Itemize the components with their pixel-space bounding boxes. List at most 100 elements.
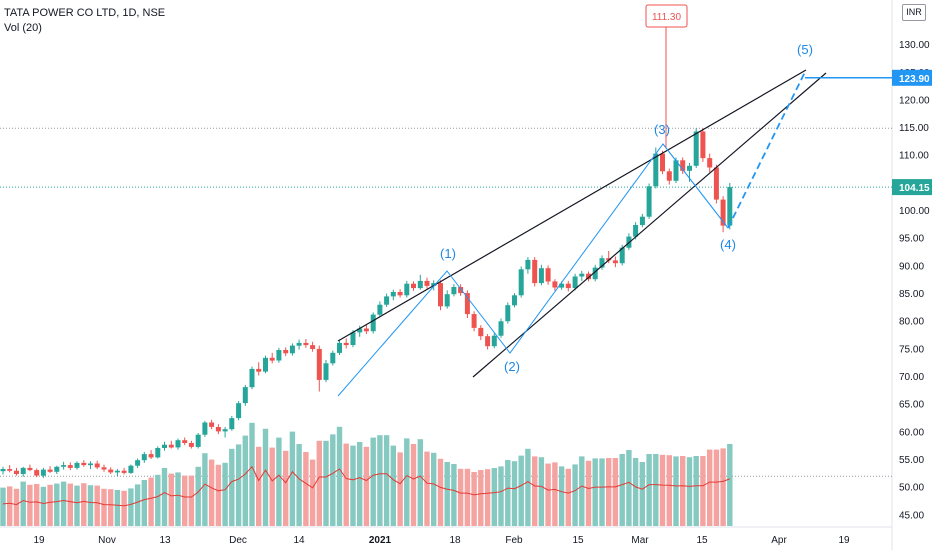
candle-body bbox=[538, 268, 544, 284]
candle bbox=[411, 281, 416, 291]
candle-body bbox=[27, 467, 33, 471]
candle bbox=[114, 469, 120, 477]
candle-body bbox=[350, 332, 356, 345]
candle bbox=[404, 280, 410, 298]
candle-body bbox=[471, 314, 477, 328]
volume-bar bbox=[505, 460, 511, 526]
candle bbox=[121, 467, 127, 475]
candle-body bbox=[195, 434, 201, 447]
volume-bar bbox=[390, 445, 396, 526]
volume-bar bbox=[87, 485, 94, 526]
candle-body bbox=[296, 342, 302, 346]
candle bbox=[713, 164, 719, 204]
volume-bar bbox=[141, 480, 147, 526]
volume-bar bbox=[229, 448, 235, 526]
candle-body bbox=[0, 469, 6, 472]
symbol-title[interactable]: TATA POWER CO LTD, 1D, NSE bbox=[4, 7, 166, 19]
candle bbox=[491, 332, 497, 349]
volume-bar bbox=[451, 464, 457, 526]
candle-body bbox=[20, 467, 26, 474]
volume-bar bbox=[525, 448, 531, 526]
candle-body bbox=[713, 167, 719, 200]
candle-body bbox=[612, 260, 618, 264]
volume-bar bbox=[101, 488, 107, 526]
candle bbox=[20, 466, 26, 477]
candle bbox=[586, 271, 591, 282]
candle-body bbox=[498, 321, 504, 336]
candle bbox=[229, 415, 235, 431]
volume-bar bbox=[121, 490, 127, 526]
volume-bar bbox=[713, 449, 720, 526]
candle-body bbox=[727, 187, 733, 226]
volume-bar bbox=[720, 448, 726, 526]
volume-bar bbox=[283, 450, 289, 526]
candle-body bbox=[384, 296, 390, 305]
candle bbox=[141, 451, 147, 463]
volume-bar bbox=[74, 485, 80, 526]
time-axis-label: Dec bbox=[229, 535, 247, 546]
candle-body bbox=[444, 294, 450, 307]
wave-label: (2) bbox=[504, 359, 520, 374]
candle bbox=[538, 264, 544, 286]
candle-body bbox=[438, 283, 443, 307]
time-axis-label: 19 bbox=[33, 535, 45, 546]
volume-bar bbox=[303, 452, 309, 526]
candle-body bbox=[7, 469, 13, 471]
candle bbox=[215, 424, 221, 435]
candle bbox=[182, 437, 188, 446]
candle-body bbox=[639, 216, 645, 225]
price-tick-label: 80.00 bbox=[899, 317, 924, 328]
volume-indicator-label[interactable]: Vol (20) bbox=[4, 22, 42, 34]
wave-label: (3) bbox=[654, 122, 670, 137]
volume-bar bbox=[511, 461, 518, 526]
candle-body bbox=[693, 131, 699, 166]
price-tick-label: 70.00 bbox=[899, 372, 924, 383]
volume-bar bbox=[377, 435, 383, 526]
volume-bar bbox=[397, 452, 403, 526]
candle bbox=[310, 341, 316, 352]
currency-tag[interactable]: INR bbox=[902, 4, 926, 21]
volume-bar bbox=[13, 488, 20, 526]
wave-3-4-line bbox=[662, 143, 729, 229]
trendline bbox=[472, 72, 827, 378]
time-axis-label: 19 bbox=[838, 535, 850, 546]
volume-bar bbox=[175, 472, 181, 526]
volume-bar bbox=[20, 481, 26, 526]
candle bbox=[343, 338, 349, 349]
candle-body bbox=[47, 469, 53, 472]
volume-bar bbox=[94, 485, 100, 526]
candle-body bbox=[337, 342, 342, 353]
volume-bar bbox=[195, 466, 201, 526]
volume-ma-line bbox=[2, 465, 730, 507]
candle bbox=[552, 279, 558, 291]
volume-bar bbox=[27, 484, 33, 526]
current-price-tag-bg bbox=[892, 179, 932, 196]
candle bbox=[0, 466, 6, 475]
candle-body bbox=[666, 171, 672, 181]
candle-body bbox=[586, 273, 591, 280]
price-tick-label: 115.00 bbox=[899, 123, 929, 134]
candle bbox=[693, 128, 699, 168]
candle-body bbox=[417, 280, 423, 289]
candle bbox=[209, 419, 215, 430]
volume-bar bbox=[558, 466, 565, 526]
candle bbox=[283, 347, 289, 357]
volume-bar bbox=[155, 474, 161, 526]
volume-bar bbox=[330, 434, 336, 526]
candle-body bbox=[289, 345, 295, 354]
candle-body bbox=[236, 403, 242, 419]
candle bbox=[108, 467, 114, 474]
candle bbox=[646, 183, 652, 219]
candle bbox=[256, 362, 262, 376]
volume-bar bbox=[134, 484, 141, 526]
candle-body bbox=[114, 470, 120, 473]
candle-body bbox=[182, 440, 188, 443]
volume-bar bbox=[54, 483, 60, 526]
volume-bar bbox=[572, 464, 578, 526]
candle-body bbox=[700, 131, 706, 159]
volume-bar bbox=[289, 431, 296, 526]
candle bbox=[276, 347, 282, 363]
candle-body bbox=[162, 444, 167, 448]
candle bbox=[61, 461, 67, 470]
